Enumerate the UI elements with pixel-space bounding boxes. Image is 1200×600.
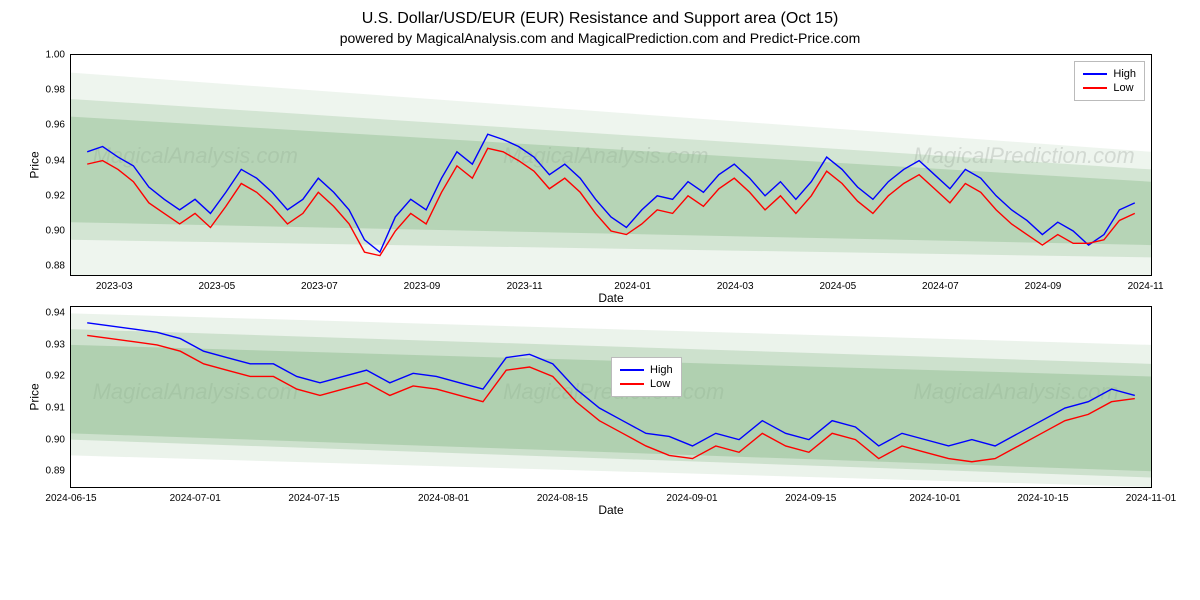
legend-label: High: [650, 364, 673, 376]
x-tick-label: 2024-09: [1025, 275, 1062, 292]
legend-row: Low: [1083, 82, 1136, 94]
legend-label: Low: [1113, 82, 1133, 94]
legend-swatch: [1083, 87, 1107, 89]
chart-subtitle: powered by MagicalAnalysis.com and Magic…: [10, 30, 1190, 46]
low-line: [87, 335, 1135, 461]
x-tick-label: 2023-11: [507, 275, 543, 292]
y-tick-label: 0.89: [46, 466, 71, 477]
plot-area-bottom: MagicalAnalysis.com MagicalPrediction.co…: [71, 307, 1151, 487]
x-tick-label: 2024-06-15: [45, 487, 96, 504]
legend-swatch: [1083, 73, 1107, 75]
legend-row: Low: [620, 378, 673, 390]
y-tick-label: 0.88: [46, 261, 71, 272]
x-tick-label: 2024-10-15: [1017, 487, 1068, 504]
y-tick-label: 0.91: [46, 403, 71, 414]
x-tick-label: 2023-09: [404, 275, 441, 292]
x-axis-label: Date: [598, 291, 623, 305]
y-tick-label: 0.92: [46, 190, 71, 201]
x-tick-label: 2024-07: [922, 275, 959, 292]
y-tick-label: 0.94: [46, 308, 71, 319]
chart-title: U.S. Dollar/USD/EUR (EUR) Resistance and…: [10, 10, 1190, 28]
y-tick-label: 0.90: [46, 226, 71, 237]
legend-label: High: [1113, 68, 1136, 80]
legend-row: High: [620, 364, 673, 376]
y-tick-label: 1.00: [46, 50, 71, 61]
x-tick-label: 2024-10-01: [909, 487, 960, 504]
price-lines: [71, 55, 1151, 275]
x-axis-label: Date: [598, 503, 623, 517]
high-line: [87, 134, 1135, 252]
x-tick-label: 2024-07-15: [288, 487, 339, 504]
y-tick-label: 0.92: [46, 371, 71, 382]
legend-top: High Low: [1074, 61, 1145, 101]
y-tick-label: 0.94: [46, 155, 71, 166]
y-axis-label: Price: [28, 383, 42, 410]
x-tick-label: 2024-11-01: [1126, 487, 1176, 504]
legend-swatch: [620, 383, 644, 385]
x-tick-label: 2024-07-01: [170, 487, 221, 504]
x-tick-label: 2024-09-01: [666, 487, 717, 504]
legend-swatch: [620, 369, 644, 371]
low-line: [87, 148, 1135, 255]
y-tick-label: 0.98: [46, 85, 71, 96]
chart-bottom: Price Date MagicalAnalysis.com MagicalPr…: [70, 306, 1152, 488]
x-tick-label: 2023-05: [198, 275, 235, 292]
y-tick-label: 0.90: [46, 434, 71, 445]
legend-row: High: [1083, 68, 1136, 80]
x-tick-label: 2024-08-15: [537, 487, 588, 504]
chart-top: Price Date MagicalAnalysis.com MagicalAn…: [70, 54, 1152, 276]
legend-label: Low: [650, 378, 670, 390]
chart-container: U.S. Dollar/USD/EUR (EUR) Resistance and…: [10, 10, 1190, 488]
x-tick-label: 2024-08-01: [418, 487, 469, 504]
x-tick-label: 2024-11: [1128, 275, 1164, 292]
x-tick-label: 2023-03: [96, 275, 133, 292]
x-tick-label: 2024-09-15: [785, 487, 836, 504]
y-tick-label: 0.96: [46, 120, 71, 131]
x-tick-label: 2024-03: [717, 275, 754, 292]
y-axis-label: Price: [28, 151, 42, 178]
legend-bottom: High Low: [611, 357, 682, 397]
y-tick-label: 0.93: [46, 339, 71, 350]
x-tick-label: 2024-05: [819, 275, 856, 292]
x-tick-label: 2024-01: [614, 275, 651, 292]
x-tick-label: 2023-07: [301, 275, 338, 292]
price-lines: [71, 307, 1151, 487]
plot-area-top: MagicalAnalysis.com MagicalAnalysis.com …: [71, 55, 1151, 275]
